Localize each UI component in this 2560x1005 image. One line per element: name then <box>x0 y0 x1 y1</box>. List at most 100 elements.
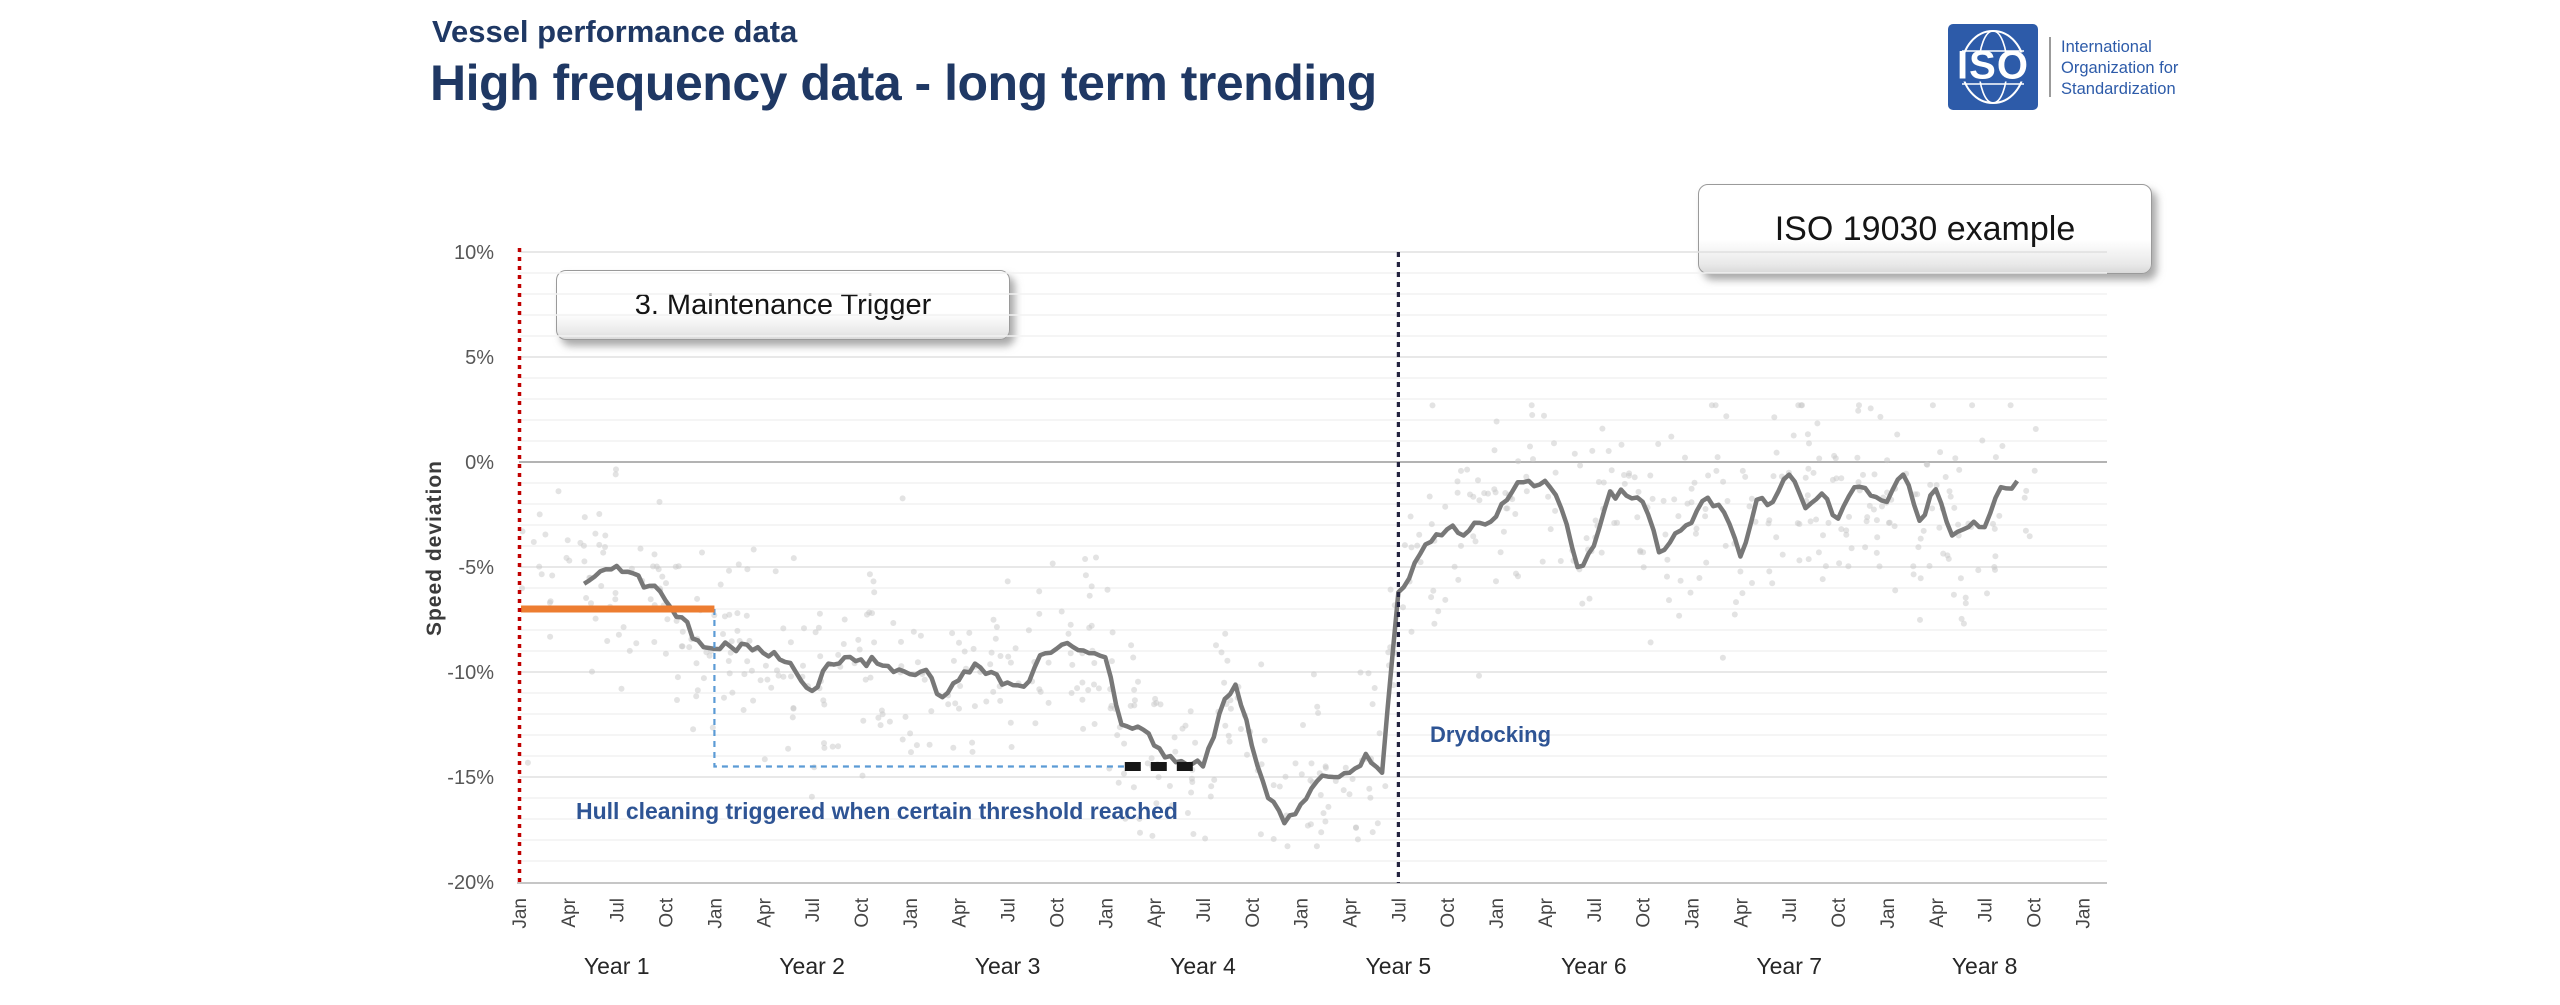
scatter-point <box>1148 755 1155 762</box>
scatter-point <box>1884 457 1891 464</box>
scatter-point <box>812 629 819 636</box>
scatter-point <box>1598 549 1605 556</box>
scatter-point <box>788 673 794 680</box>
page-subtitle: Vessel performance data <box>432 14 798 49</box>
y-tick-label: -20% <box>447 872 494 894</box>
scatter-point <box>1739 590 1746 597</box>
iso-logo-name-line: International <box>2061 38 2152 56</box>
scatter-point <box>871 639 878 646</box>
scatter-point <box>790 705 797 711</box>
y-tick-label: -5% <box>458 557 494 579</box>
scatter-point <box>1067 621 1074 628</box>
scatter-point <box>1192 739 1199 746</box>
scatter-point <box>1855 407 1862 414</box>
scatter-point <box>780 673 787 680</box>
scatter-point <box>1454 478 1461 485</box>
scatter-point <box>1804 431 1811 438</box>
scatter-point <box>1592 517 1599 524</box>
scatter-point <box>1184 810 1191 816</box>
scatter-point <box>699 549 705 556</box>
scatter-point <box>774 667 780 674</box>
scatter-point <box>1855 479 1862 486</box>
scatter-point <box>1660 497 1667 504</box>
y-tick-label: 0% <box>465 452 494 474</box>
scatter-point <box>1719 654 1726 661</box>
scatter-point <box>1080 725 1087 732</box>
scatter-point <box>1873 549 1880 556</box>
scatter-point <box>1662 531 1669 538</box>
scatter-point <box>1703 559 1710 566</box>
scatter-point <box>1936 524 1943 531</box>
scatter-point <box>706 652 713 659</box>
scatter-point <box>1952 455 1959 462</box>
scatter-point <box>1874 534 1881 541</box>
scatter-point <box>694 595 701 602</box>
scatter-point <box>1804 492 1811 499</box>
scatter-point <box>1877 413 1884 420</box>
scatter-point <box>1746 503 1753 510</box>
scatter-point <box>1975 567 1982 574</box>
scatter-point <box>588 600 594 607</box>
scatter-point <box>1502 490 1509 496</box>
scatter-point <box>1171 734 1178 741</box>
scatter-point <box>1960 620 1967 627</box>
scatter-point <box>1838 526 1845 533</box>
scatter-point <box>1956 466 1963 473</box>
scatter-point <box>1130 784 1137 791</box>
scatter-point <box>1365 670 1372 677</box>
scatter-point <box>1530 456 1536 463</box>
scatter-point <box>841 616 848 623</box>
scatter-point <box>1733 599 1739 606</box>
scatter-point <box>1497 549 1504 556</box>
scatter-point <box>1091 721 1098 727</box>
scatter-point <box>1527 443 1533 450</box>
iso-logo-mark: ISO <box>1948 24 2038 110</box>
scatter-point <box>1647 472 1654 479</box>
scatter-point <box>1322 818 1329 825</box>
scatter-point <box>1892 587 1899 594</box>
scatter-point <box>1671 496 1678 503</box>
scatter-point <box>1104 586 1111 593</box>
scatter-point <box>1583 535 1590 542</box>
scatter-point <box>1004 578 1011 585</box>
scatter-point <box>547 633 554 640</box>
scatter-point <box>1385 649 1392 656</box>
scatter-point <box>1990 520 1996 527</box>
scatter-point <box>750 697 757 704</box>
scatter-point <box>1940 550 1947 557</box>
scatter-point <box>1666 597 1672 604</box>
scatter-point <box>1867 405 1874 412</box>
scatter-point <box>1258 761 1265 768</box>
scatter-point <box>1086 592 1093 599</box>
scatter-point <box>709 724 716 731</box>
x-tick-label: Jul <box>999 898 1020 922</box>
year-label: Year 2 <box>779 953 845 979</box>
scatter-point <box>1188 775 1195 782</box>
scatter-point <box>1416 531 1423 538</box>
scatter-point <box>780 625 787 632</box>
iso-logo-name: International Organization for Standardi… <box>2061 37 2178 100</box>
year-labels: Year 1 Year 2 Year 3 Year 4 Year 5 Year 6 Year… <box>584 953 2018 979</box>
scatter-point <box>910 628 917 635</box>
scatter-point <box>1571 450 1578 457</box>
scatter-point <box>1876 563 1883 570</box>
scatter-point <box>1442 596 1449 603</box>
scatter-point <box>1282 773 1289 780</box>
scatter-point <box>1325 803 1332 810</box>
scatter-point <box>580 542 587 549</box>
scatter-point <box>1873 517 1880 524</box>
scatter-point <box>1625 472 1632 479</box>
scatter-point <box>1270 782 1277 789</box>
scatter-point <box>1367 794 1374 801</box>
scatter-point <box>988 649 995 656</box>
scatter-point <box>1664 556 1671 563</box>
scatter-point <box>957 683 964 689</box>
scatter-point <box>1769 580 1776 587</box>
scatter-point <box>1577 462 1584 469</box>
scatter-point <box>871 589 878 596</box>
scatter-point <box>1720 478 1727 485</box>
scatter-point <box>1790 432 1797 439</box>
scatter-point <box>1691 479 1698 486</box>
scatter-point <box>1846 513 1852 520</box>
scatter-point <box>856 646 863 653</box>
